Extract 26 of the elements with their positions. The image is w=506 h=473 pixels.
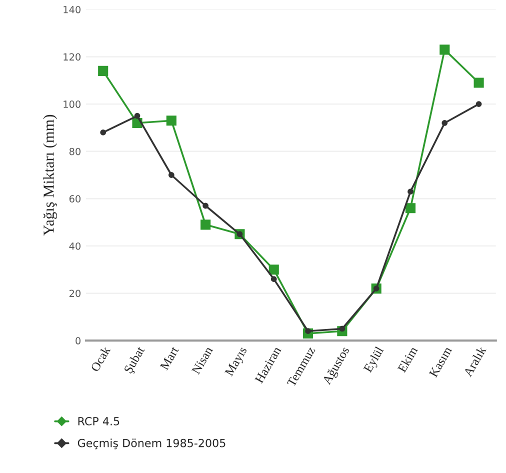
y-tick-label: 140 [64, 6, 81, 14]
point [476, 101, 482, 108]
y-tick-label: 20 [70, 290, 81, 298]
point [202, 202, 209, 209]
y-tick-label: 120 [64, 53, 81, 61]
point [168, 172, 174, 178]
y-tick-label: 0 [76, 337, 81, 344]
y-tick-label: 40 [69, 242, 81, 250]
point [134, 112, 140, 119]
point [268, 264, 279, 275]
point [442, 120, 448, 126]
point [440, 44, 450, 55]
point [474, 78, 484, 88]
point [270, 276, 277, 282]
y-tick-label: 100 [64, 100, 81, 108]
point [405, 203, 416, 214]
point [98, 66, 108, 76]
point [200, 220, 211, 230]
y-axis-title: Yağış Miktarı (mm) [43, 114, 58, 236]
legend-label: Geçmiş Dönem 1985-2005 [78, 438, 226, 450]
y-tick-label: 60 [69, 195, 81, 202]
point [166, 116, 176, 126]
point [100, 129, 106, 136]
point [408, 188, 414, 195]
legend-label: RCP 4.5 [78, 416, 120, 426]
y-tick-label: 80 [69, 148, 81, 156]
